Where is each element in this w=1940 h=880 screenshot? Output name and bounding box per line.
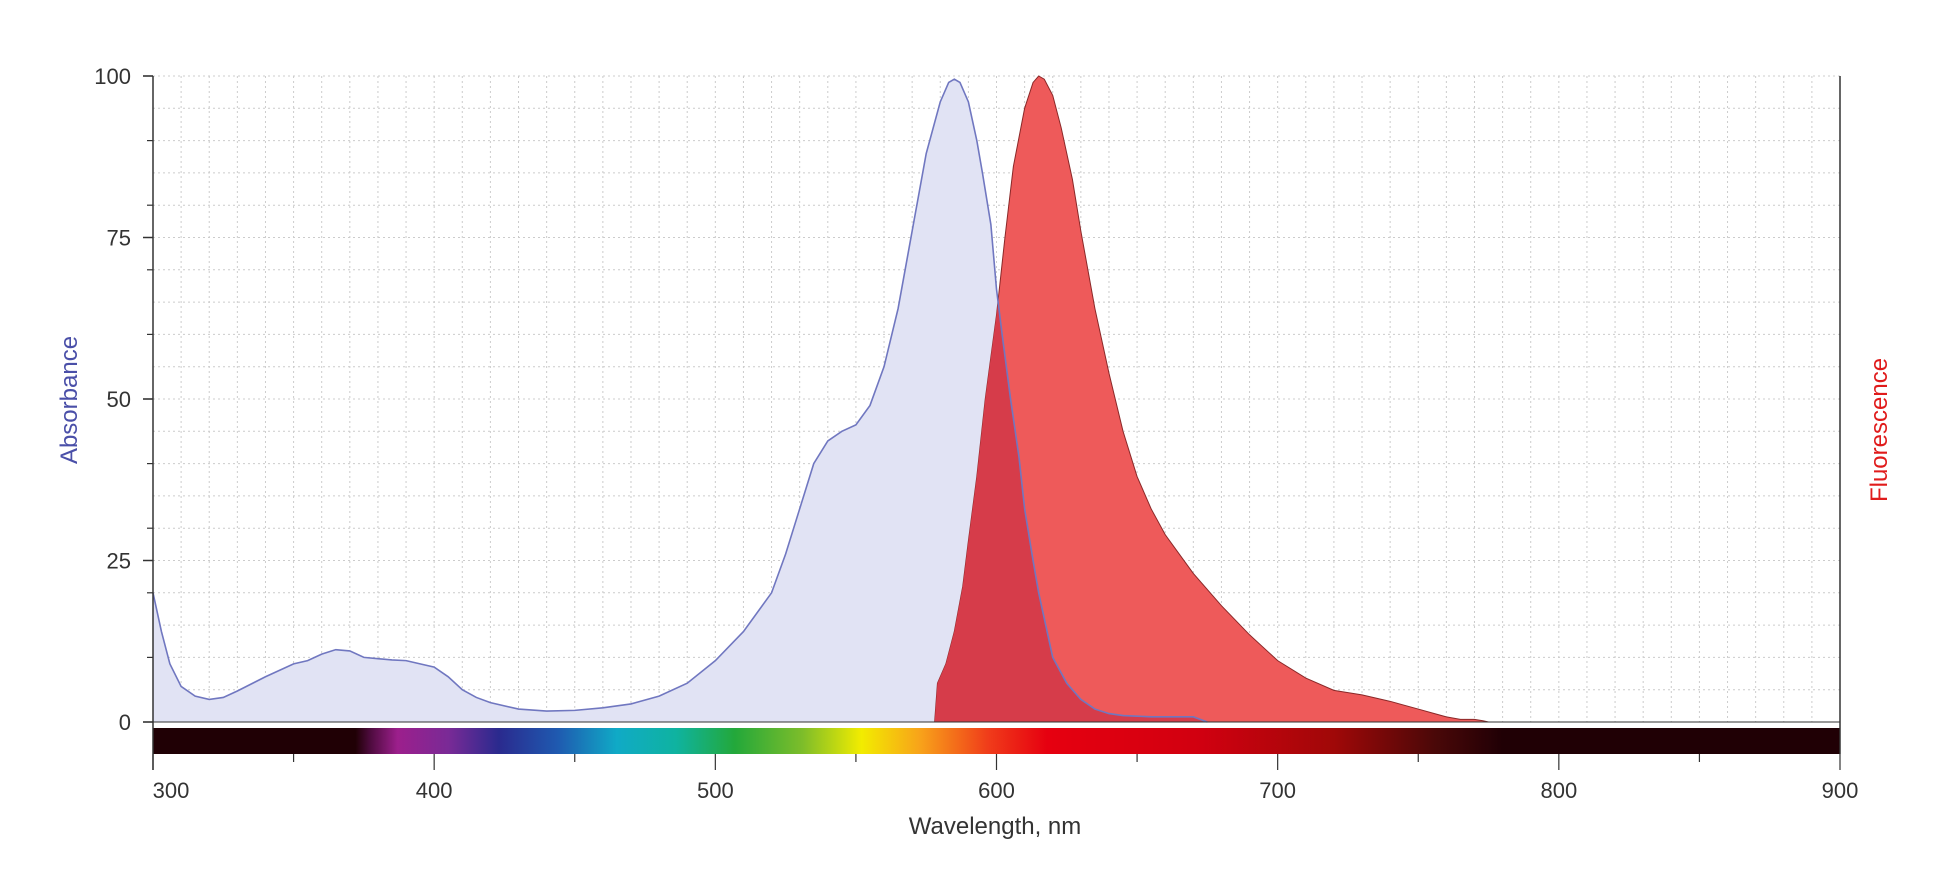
absorbance-series-line [152, 78, 1208, 723]
y-tick-label: 25 [107, 549, 131, 574]
x-axis-title: Wavelength, nm [909, 813, 1082, 840]
x-tick-label: 600 [978, 778, 1015, 803]
absorbance-series-area [153, 79, 1208, 723]
x-tick-label: 400 [416, 778, 453, 803]
x-axis-ticks: 300 400 500 600 700 800 900 [152, 754, 1859, 803]
x-tick-label: 800 [1540, 778, 1577, 803]
visible-spectrum-bar [153, 728, 1840, 754]
x-tick-label: 500 [697, 778, 734, 803]
grid [153, 75, 1840, 722]
x-tick-label: 700 [1259, 778, 1296, 803]
y-axis-title-fluorescence: Fluorescence [1866, 358, 1893, 502]
y-tick-label: 100 [94, 64, 131, 89]
y-axis-title-absorbance: Absorbance [56, 336, 83, 464]
y-tick-label: 50 [107, 387, 131, 412]
y-axis-ticks: 0 25 50 75 100 [94, 64, 153, 735]
y-tick-label: 0 [119, 710, 131, 735]
x-tick-label: 900 [1822, 778, 1859, 803]
y-tick-label: 75 [107, 226, 131, 251]
x-tick-label: 300 [153, 778, 190, 803]
